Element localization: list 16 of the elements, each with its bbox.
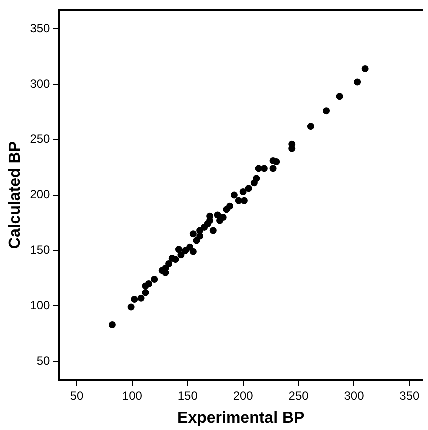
y-tick-label: 150: [30, 243, 51, 258]
x-tick-label: 150: [178, 388, 198, 403]
x-tick-label: 300: [344, 388, 365, 403]
x-tick-label: 100: [122, 388, 143, 403]
y-tick-label: 200: [30, 188, 51, 202]
y-tick-label: 250: [30, 132, 51, 146]
x-tick-label: 350: [400, 388, 420, 403]
x-axis-title: Experimental BP: [178, 410, 306, 427]
y-tick-label: 50: [36, 354, 51, 368]
y-tick-label: 300: [30, 76, 51, 91]
y-tick-label: 350: [30, 21, 51, 36]
x-tick-label: 200: [233, 388, 254, 403]
x-tick-label: 250: [288, 388, 310, 403]
y-tick-label: 100: [30, 298, 51, 312]
y-axis-title: Calculated BP: [7, 141, 24, 250]
x-tick-label: 50: [70, 388, 84, 403]
